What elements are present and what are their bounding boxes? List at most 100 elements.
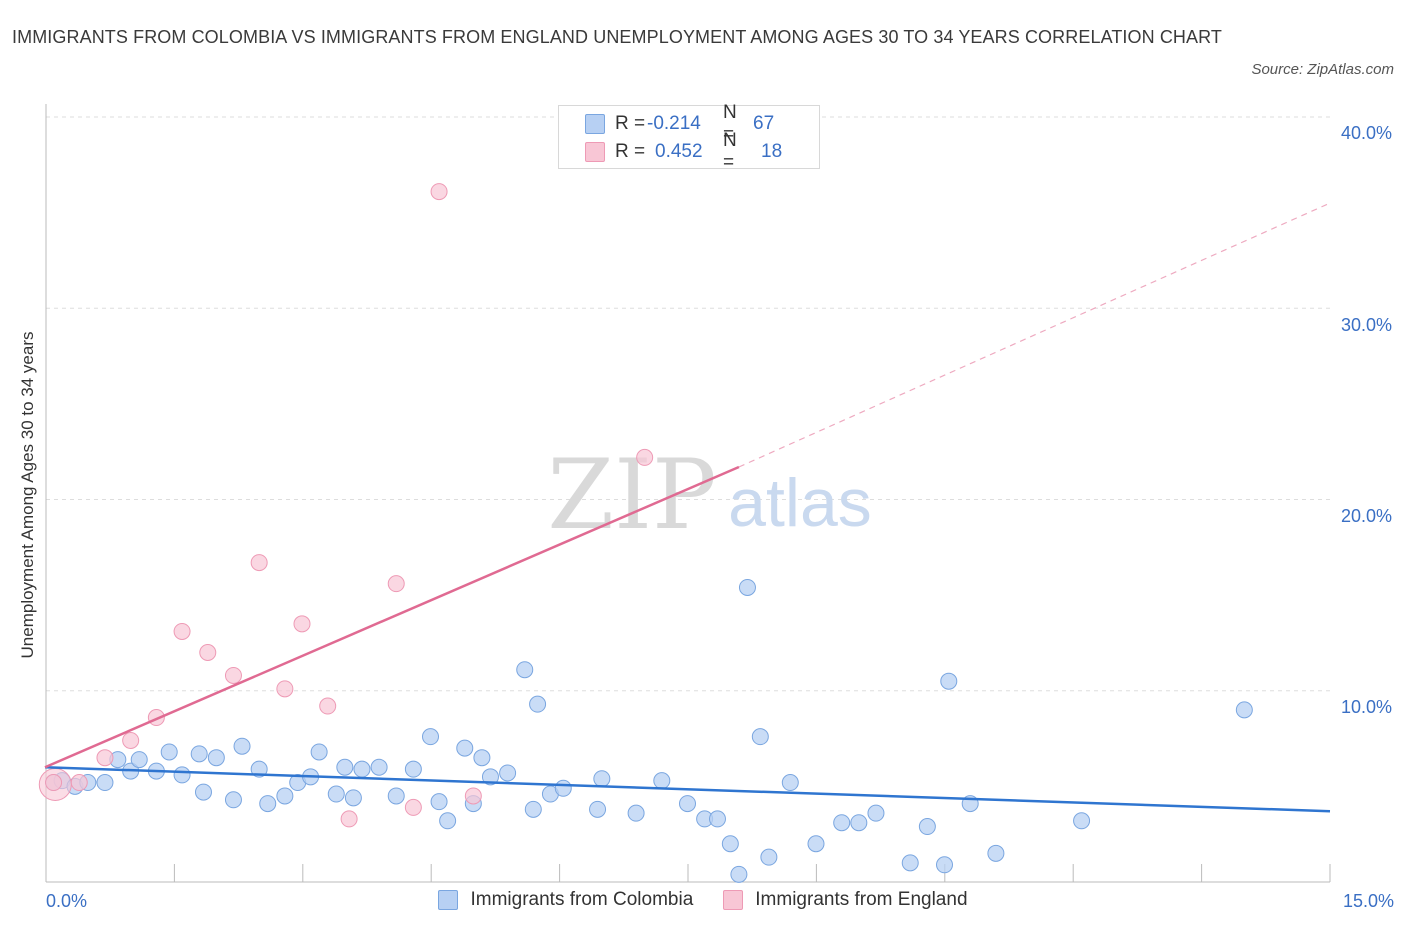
- colombia-point: [387, 787, 405, 805]
- colombia-point: [456, 739, 474, 757]
- england-point: [96, 749, 114, 767]
- england-point: [404, 798, 422, 816]
- colombia-point: [344, 789, 362, 807]
- legend-item-england: Immigrants from England: [723, 889, 968, 911]
- y-tick-label: 40.0%: [1340, 123, 1392, 143]
- colombia-point: [721, 835, 739, 853]
- legend-row-colombia: R = -0.214 N = 67: [585, 102, 775, 145]
- england-point: [340, 810, 358, 828]
- colombia-point: [404, 760, 422, 778]
- colombia-point: [250, 760, 268, 778]
- colombia-trend-line: [44, 766, 1331, 813]
- colombia-point: [781, 774, 799, 792]
- legend-r-value: -0.214: [647, 113, 701, 134]
- colombia-point: [653, 772, 671, 790]
- colombia-point: [194, 783, 212, 801]
- colombia-point: [422, 728, 439, 746]
- england-point: [45, 774, 63, 792]
- colombia-point: [627, 804, 645, 822]
- colombia-point: [940, 672, 958, 690]
- legend-n-value: 18: [761, 141, 783, 162]
- legend-label-england: Immigrants from England: [755, 889, 968, 910]
- england-point: [293, 615, 311, 633]
- colombia-point: [430, 793, 448, 811]
- colombia-point: [730, 865, 748, 883]
- colombia-point: [589, 800, 607, 818]
- colombia-point: [833, 814, 851, 832]
- england-swatch: [723, 890, 744, 910]
- colombia-point: [259, 795, 277, 813]
- colombia-point: [524, 800, 542, 818]
- colombia-point: [370, 758, 388, 776]
- england-trend-extension: [738, 202, 1331, 468]
- colombia-point: [529, 695, 547, 713]
- colombia-point: [327, 785, 345, 803]
- colombia-point: [473, 749, 491, 767]
- colombia-point: [310, 743, 328, 761]
- colombia-point: [987, 844, 1005, 862]
- colombia-point: [807, 835, 825, 853]
- colombia-point: [173, 766, 191, 784]
- england-point: [276, 680, 294, 698]
- colombia-point: [760, 848, 778, 866]
- colombia-point: [751, 728, 769, 746]
- colombia-point: [901, 854, 919, 872]
- correlation-legend: R = -0.214 N = 67 R = 0.452 N = 18: [558, 102, 820, 173]
- colombia-point: [1235, 701, 1253, 719]
- colombia-point: [96, 774, 114, 792]
- england-point: [199, 644, 217, 661]
- colombia-point: [708, 810, 726, 828]
- england-point: [430, 183, 448, 201]
- watermark-atlas: atlas: [728, 465, 872, 541]
- england-swatch: [585, 142, 605, 162]
- colombia-point: [1073, 812, 1091, 830]
- colombia-point: [190, 745, 208, 763]
- colombia-point: [499, 764, 517, 782]
- england-point: [319, 697, 337, 715]
- colombia-point: [276, 787, 294, 805]
- legend-r-value: 0.452: [655, 141, 703, 162]
- colombia-point: [850, 814, 868, 832]
- england-point: [464, 787, 482, 805]
- series-legend: Immigrants from Colombia Immigrants from…: [0, 889, 1406, 911]
- legend-n-value: 67: [753, 113, 775, 134]
- england-point: [387, 575, 405, 593]
- legend-r-label: R =: [615, 113, 646, 134]
- england-point: [173, 622, 191, 640]
- colombia-swatch: [438, 890, 459, 910]
- england-point: [122, 731, 140, 749]
- legend-label-colombia: Immigrants from Colombia: [470, 889, 694, 910]
- legend-r-label: R =: [615, 141, 646, 162]
- colombia-point: [130, 751, 148, 769]
- colombia-point: [160, 743, 178, 761]
- colombia-point: [439, 812, 457, 830]
- x-tick-label: 0.0%: [46, 891, 88, 911]
- england-point: [70, 774, 88, 792]
- colombia-point: [936, 856, 953, 874]
- legend-row-england: R = 0.452 N = 18: [585, 130, 783, 173]
- colombia-point: [224, 791, 242, 809]
- source-label: Source: ZipAtlas.com: [1251, 61, 1394, 78]
- colombia-point: [516, 661, 534, 679]
- legend-n-label: N =: [723, 102, 737, 145]
- legend-n-label: N =: [723, 130, 737, 173]
- colombia-point: [481, 768, 499, 786]
- england-trend-line: [44, 465, 740, 769]
- colombia-point: [207, 749, 225, 767]
- legend-item-colombia: Immigrants from Colombia: [438, 889, 693, 911]
- y-tick-label: 20.0%: [1340, 506, 1392, 526]
- colombia-point: [679, 795, 696, 813]
- england-point: [224, 666, 242, 684]
- colombia-point: [738, 578, 756, 596]
- colombia-point: [867, 804, 885, 822]
- colombia-swatch: [585, 114, 605, 134]
- y-tick-label: 10.0%: [1340, 697, 1392, 717]
- colombia-point: [353, 760, 371, 778]
- colombia-point: [336, 758, 354, 776]
- england-point: [636, 448, 654, 466]
- colombia-point: [554, 779, 572, 797]
- watermark-zip: ZIP: [547, 439, 716, 551]
- chart-title: IMMIGRANTS FROM COLOMBIA VS IMMIGRANTS F…: [12, 27, 1223, 47]
- x-tick-label: 15.0%: [1342, 891, 1394, 911]
